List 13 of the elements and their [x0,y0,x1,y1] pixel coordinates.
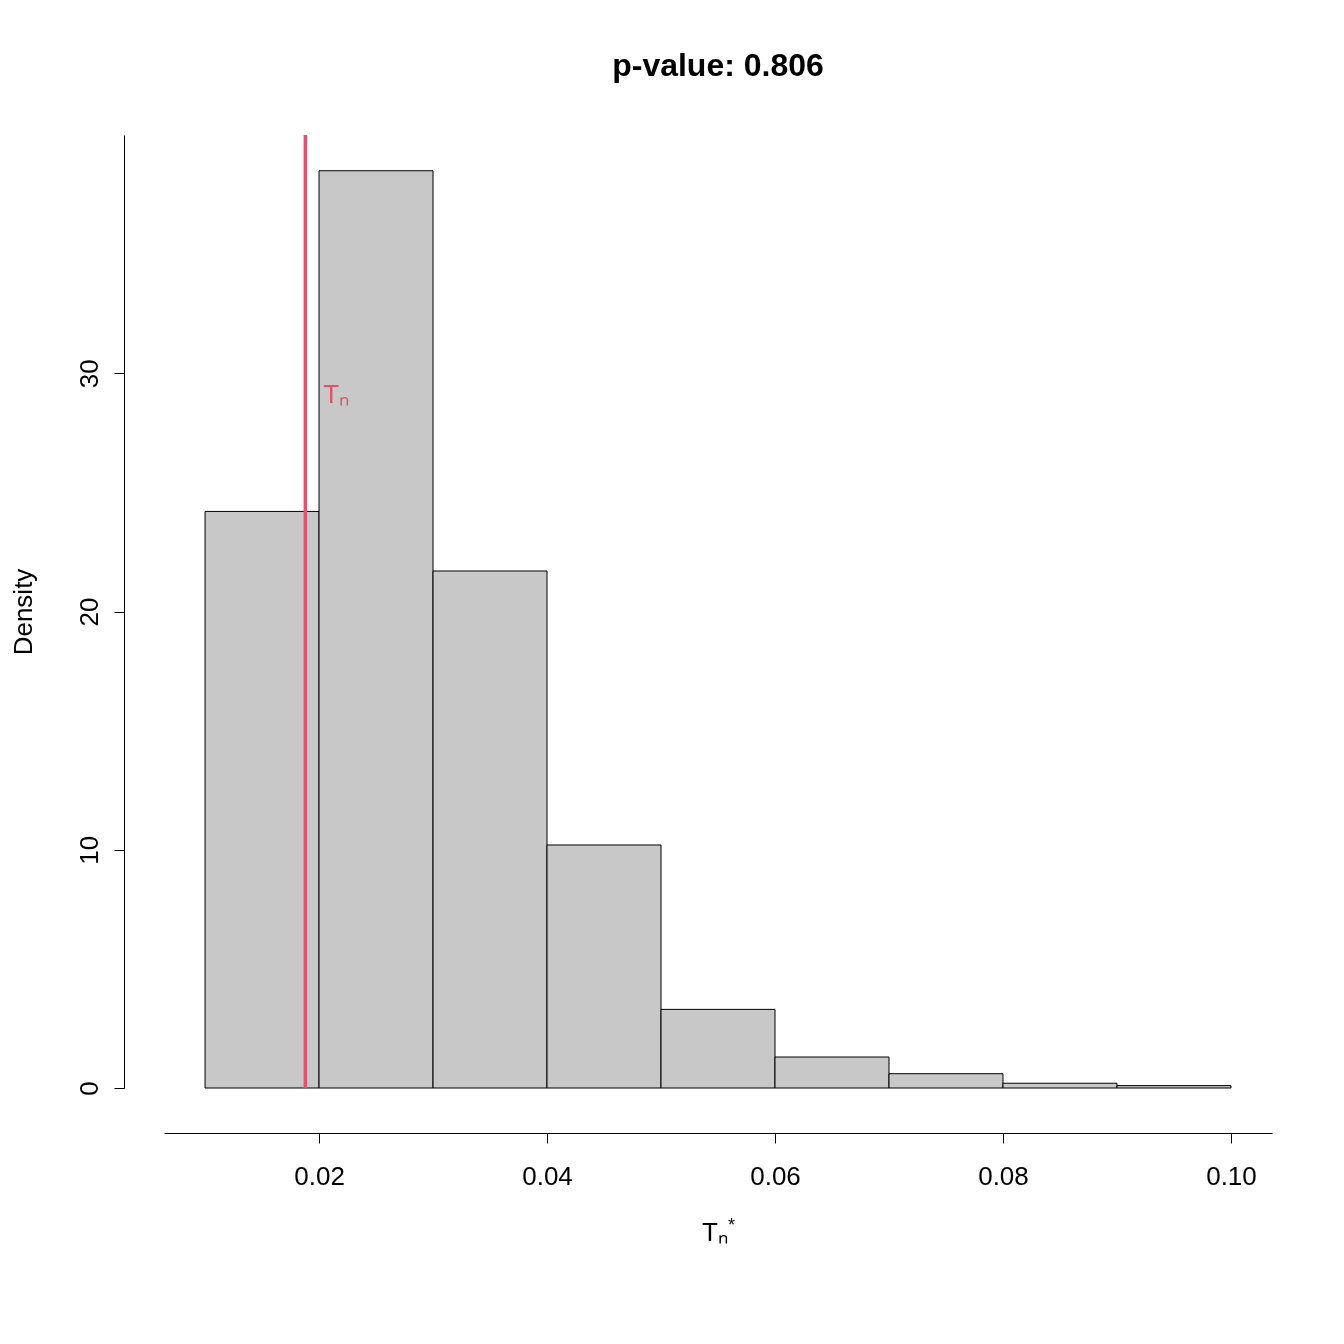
ref-line-label: Tₙ [323,379,350,409]
y-tick-label: 30 [73,359,104,389]
y-tick-label: 20 [73,597,104,627]
y-axis-title: Density [7,568,38,656]
y-tick-label: 0 [73,1081,104,1096]
chart-title: p-value: 0.806 [612,47,824,84]
x-tick-label: 0.10 [1206,1160,1257,1191]
x-tick-label: 0.02 [294,1160,345,1191]
x-tick-label: 0.06 [750,1160,801,1191]
x-tick-label: 0.04 [522,1160,573,1191]
y-tick-label: 10 [73,835,104,865]
x-axis-title: Tₙ$^{*}$ [702,1214,735,1247]
x-tick-label: 0.08 [978,1160,1029,1191]
